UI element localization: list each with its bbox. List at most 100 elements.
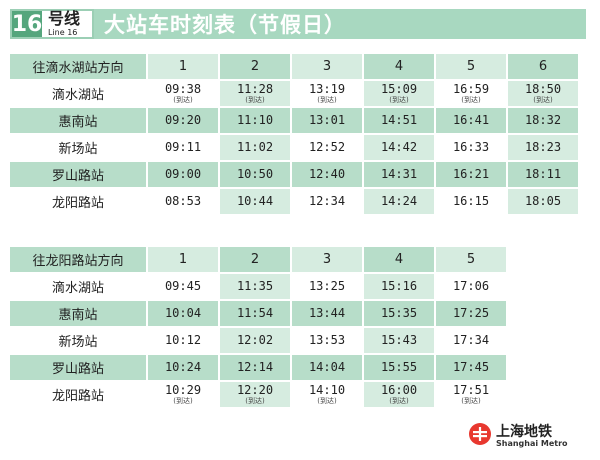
- departure-time-cell: 10:29 (到达): [148, 382, 218, 407]
- departure-time: 12:20: [236, 383, 274, 397]
- departure-time: 17:06: [452, 279, 490, 293]
- departure-time: 11:02: [236, 140, 274, 154]
- trip-number-header: 4: [364, 247, 434, 272]
- departure-time: 15:43: [380, 333, 418, 347]
- departure-time-cell: 12:14: [220, 355, 290, 380]
- arrival-note: (到达): [245, 397, 265, 405]
- departure-time: 18:50: [524, 82, 562, 96]
- departure-time-cell: 09:11: [148, 135, 218, 160]
- departure-time: 15:55: [380, 360, 418, 374]
- arrival-note: (到达): [533, 96, 553, 104]
- departure-time: 17:45: [452, 360, 490, 374]
- station-name: 龙阳路站: [10, 382, 146, 407]
- departure-time: 11:10: [236, 113, 274, 127]
- departure-time: 09:00: [164, 167, 202, 181]
- table-header-row: 往滴水湖站方向 1 2 3 4 5 6: [10, 54, 578, 79]
- table-row: 滴水湖站 09:45 11:35 13:25 15:16 17:06: [10, 274, 506, 299]
- departure-time-cell: 10:04: [148, 301, 218, 326]
- departure-time-cell: 11:35: [220, 274, 290, 299]
- station-name: 罗山路站: [10, 355, 146, 380]
- departure-time-cell: 17:34: [436, 328, 506, 353]
- arrival-note: (到达): [317, 96, 337, 104]
- departure-time-cell: 16:41: [436, 108, 506, 133]
- departure-time: 13:19: [308, 82, 346, 96]
- departure-time-cell: 13:01: [292, 108, 362, 133]
- departure-time-cell: 17:45: [436, 355, 506, 380]
- line-label-zh: 号线: [48, 9, 81, 28]
- departure-time: 15:35: [380, 306, 418, 320]
- departure-time: 16:21: [452, 167, 490, 181]
- departure-time: 18:05: [524, 194, 562, 208]
- departure-time-cell: 18:11: [508, 162, 578, 187]
- departure-time: 15:09: [380, 82, 418, 96]
- departure-time-cell: 13:44: [292, 301, 362, 326]
- station-name: 龙阳路站: [10, 189, 146, 214]
- timetable-to-longyang-road: 往龙阳路站方向 1 2 3 4 5 滴水湖站 09:45 11:35 13:25 15:16 17:0…: [8, 245, 508, 409]
- departure-time-cell: 09:38 (到达): [148, 81, 218, 106]
- departure-time: 12:02: [236, 333, 274, 347]
- departure-time-cell: 12:34: [292, 189, 362, 214]
- trip-number-header: 6: [508, 54, 578, 79]
- departure-time-cell: 15:55: [364, 355, 434, 380]
- departure-time-cell: 12:52: [292, 135, 362, 160]
- table-row: 罗山路站 10:24 12:14 14:04 15:55 17:45: [10, 355, 506, 380]
- departure-time-cell: 12:40: [292, 162, 362, 187]
- departure-time: 10:24: [164, 360, 202, 374]
- departure-time: 18:23: [524, 140, 562, 154]
- departure-time-cell: 11:10: [220, 108, 290, 133]
- departure-time-cell: 09:20: [148, 108, 218, 133]
- departure-time-cell: 09:45: [148, 274, 218, 299]
- departure-time: 14:42: [380, 140, 418, 154]
- line-badge: 16 号线 Line 16: [10, 9, 94, 39]
- departure-time-cell: 18:50 (到达): [508, 81, 578, 106]
- departure-time: 09:45: [164, 279, 202, 293]
- departure-time-cell: 14:10 (到达): [292, 382, 362, 407]
- departure-time-cell: 10:50: [220, 162, 290, 187]
- trip-number-header: 3: [292, 54, 362, 79]
- arrival-note: (到达): [389, 397, 409, 405]
- departure-time-cell: 15:16: [364, 274, 434, 299]
- departure-time-cell: 13:25: [292, 274, 362, 299]
- table-header-row: 往龙阳路站方向 1 2 3 4 5: [10, 247, 506, 272]
- logo-name-zh: 上海地铁: [496, 424, 552, 440]
- table-row: 新场站 09:11 11:02 12:52 14:42 16:33 18:23: [10, 135, 578, 160]
- departure-time-cell: 14:04: [292, 355, 362, 380]
- station-name: 新场站: [10, 135, 146, 160]
- departure-time-cell: 18:05: [508, 189, 578, 214]
- departure-time: 16:59: [452, 82, 490, 96]
- departure-time-cell: 16:59 (到达): [436, 81, 506, 106]
- departure-time-cell: 17:25: [436, 301, 506, 326]
- shanghai-metro-logo: 上海地铁 Shanghai Metro: [468, 418, 596, 454]
- trip-number-header: 2: [220, 54, 290, 79]
- departure-time-cell: 17:06: [436, 274, 506, 299]
- departure-time: 13:44: [308, 306, 346, 320]
- table-row: 罗山路站 09:00 10:50 12:40 14:31 16:21 18:11: [10, 162, 578, 187]
- departure-time: 09:38: [164, 82, 202, 96]
- departure-time-cell: 08:53: [148, 189, 218, 214]
- line-number: 16: [11, 11, 43, 37]
- departure-time: 14:24: [380, 194, 418, 208]
- departure-time-cell: 10:24: [148, 355, 218, 380]
- departure-time: 14:51: [380, 113, 418, 127]
- arrival-note: (到达): [461, 397, 481, 405]
- departure-time: 09:20: [164, 113, 202, 127]
- departure-time: 09:11: [164, 140, 202, 154]
- station-name: 滴水湖站: [10, 81, 146, 106]
- departure-time-cell: 14:42: [364, 135, 434, 160]
- arrival-note: (到达): [317, 397, 337, 405]
- timetable-header: 16 号线 Line 16 大站车时刻表（节假日）: [10, 9, 586, 39]
- departure-time: 10:44: [236, 194, 274, 208]
- departure-time: 18:32: [524, 113, 562, 127]
- departure-time-cell: 14:51: [364, 108, 434, 133]
- departure-time: 14:10: [308, 383, 346, 397]
- departure-time: 14:31: [380, 167, 418, 181]
- departure-time-cell: 12:02: [220, 328, 290, 353]
- departure-time: 11:28: [236, 82, 274, 96]
- trip-number-header: 1: [148, 54, 218, 79]
- departure-time-cell: 16:00 (到达): [364, 382, 434, 407]
- departure-time-cell: 12:20 (到达): [220, 382, 290, 407]
- departure-time: 12:34: [308, 194, 346, 208]
- departure-time-cell: 11:02: [220, 135, 290, 160]
- departure-time: 08:53: [164, 194, 202, 208]
- departure-time: 16:15: [452, 194, 490, 208]
